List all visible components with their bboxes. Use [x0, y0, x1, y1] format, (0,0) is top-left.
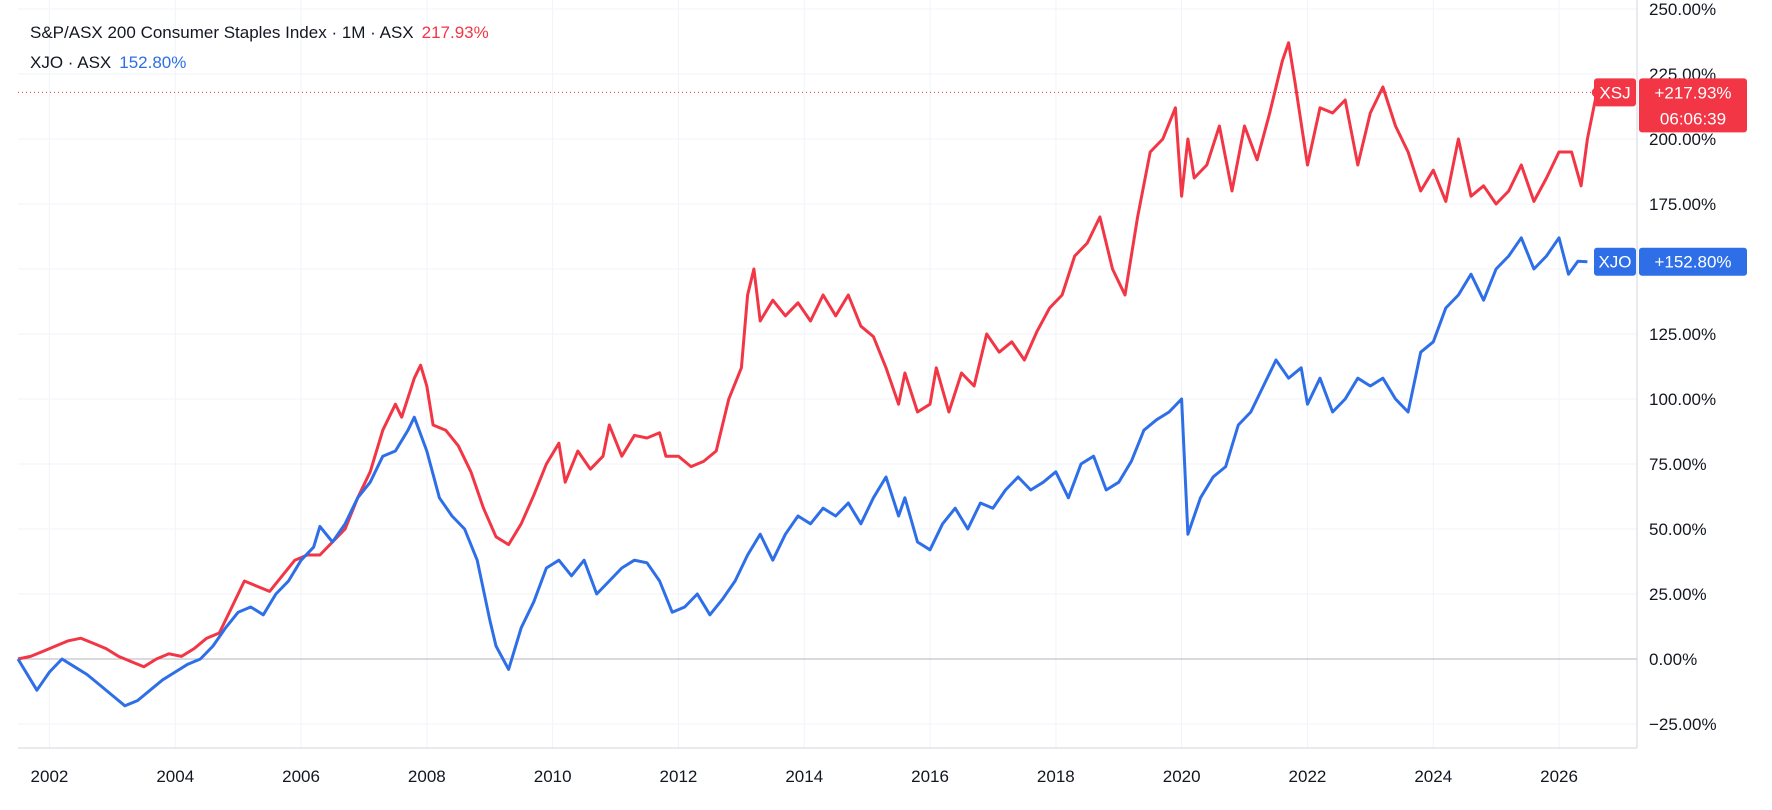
xjo-ticker-text: XJO: [1598, 253, 1631, 272]
xsj-ticker-text: XSJ: [1599, 83, 1630, 102]
y-tick-label: 50.00%: [1649, 520, 1707, 539]
series-line-xjo[interactable]: [16, 236, 1588, 708]
y-tick-label: −25.00%: [1649, 715, 1717, 734]
legend-series-name-xjo: XJO · ASX: [30, 53, 112, 72]
x-tick-label: 2002: [31, 767, 69, 786]
series-line-xsj[interactable]: [17, 41, 1599, 669]
legend-series-value-xjo: 152.80%: [119, 53, 187, 72]
x-tick-label: 2020: [1163, 767, 1201, 786]
x-tick-label: 2014: [785, 767, 823, 786]
y-tick-label: 75.00%: [1649, 455, 1707, 474]
xsj-price-tag: [1639, 78, 1747, 133]
line-layer: [16, 41, 1637, 708]
x-tick-label: 2004: [156, 767, 194, 786]
y-tick-label: 100.00%: [1649, 390, 1716, 409]
xsj-countdown: 06:06:39: [1660, 109, 1726, 128]
xjo-ticker-tag: [1594, 247, 1636, 276]
y-tick-label: 25.00%: [1649, 585, 1707, 604]
y-tick-label: 175.00%: [1649, 195, 1716, 214]
x-tick-label: 2026: [1540, 767, 1578, 786]
y-tick-label: 125.00%: [1649, 325, 1716, 344]
x-tick-label: 2008: [408, 767, 446, 786]
grid-layer: [18, 0, 1637, 748]
xjo-price-tag: [1639, 247, 1747, 276]
x-tick-label: 2006: [282, 767, 320, 786]
x-tick-label: 2018: [1037, 767, 1075, 786]
xsj-ticker-tag: [1594, 78, 1636, 107]
legend-row-xjo[interactable]: XJO · ASX 152.80%: [30, 48, 489, 78]
xsj-price-value: +217.93%: [1654, 83, 1731, 102]
legend-series-name-xsj: S&P/ASX 200 Consumer Staples Index · 1M …: [30, 23, 414, 42]
y-tick-label: 250.00%: [1649, 0, 1716, 19]
x-tick-label: 2010: [534, 767, 572, 786]
y-tick-label: 0.00%: [1649, 650, 1697, 669]
x-tick-label: 2016: [911, 767, 949, 786]
x-tick-label: 2024: [1414, 767, 1452, 786]
xjo-price-value: +152.80%: [1654, 253, 1731, 272]
chart-legend: S&P/ASX 200 Consumer Staples Index · 1M …: [30, 18, 489, 78]
y-tick-label: 200.00%: [1649, 130, 1716, 149]
x-tick-label: 2012: [660, 767, 698, 786]
legend-series-value-xsj: 217.93%: [421, 23, 489, 42]
axis-layer: 250.00%225.00%200.00%175.00%150.00%125.0…: [18, 0, 1717, 786]
label-layer: XSJ +217.93% 06:06:39 XJO +152.80%: [1594, 78, 1747, 276]
x-tick-label: 2022: [1289, 767, 1327, 786]
legend-row-xsj[interactable]: S&P/ASX 200 Consumer Staples Index · 1M …: [30, 18, 489, 48]
